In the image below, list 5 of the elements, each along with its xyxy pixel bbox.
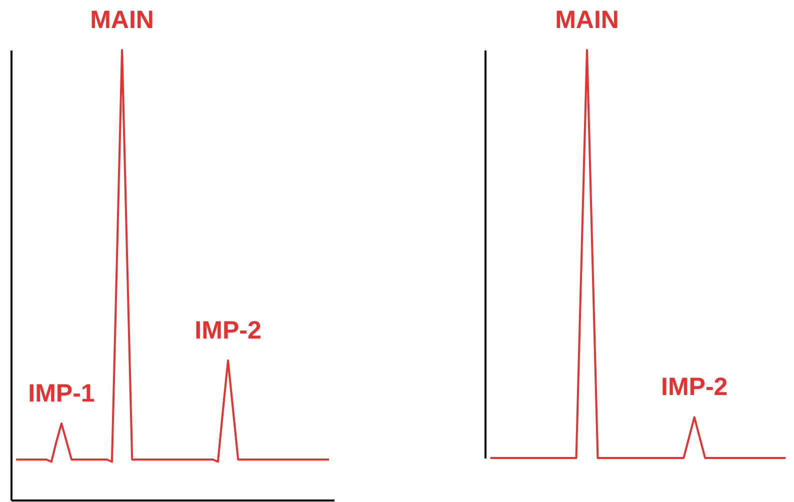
annotation: IMP-2 <box>194 316 262 344</box>
annotation: IMP-2 <box>661 373 728 402</box>
annotation: MAIN <box>555 6 619 34</box>
annotation: MAIN <box>90 6 154 34</box>
annotation: IMP-1 <box>28 380 95 408</box>
